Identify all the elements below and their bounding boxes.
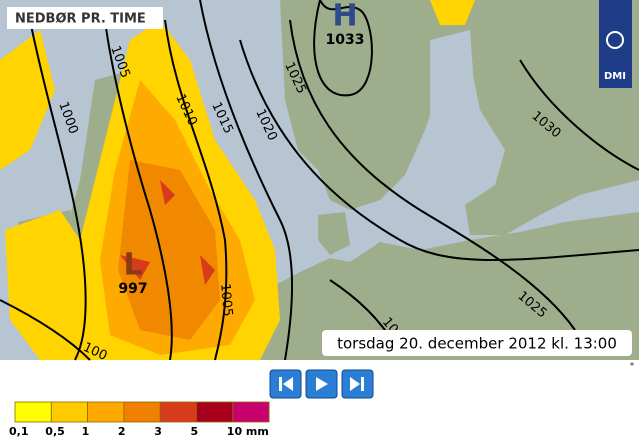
legend-label: 5 — [191, 425, 199, 438]
controls — [269, 369, 374, 399]
legend-swatch — [87, 401, 125, 423]
legend-swatch — [196, 401, 234, 423]
timestamp: torsdag 20. december 2012 kl. 13:00 — [337, 335, 617, 353]
low-pressure: 997 — [118, 281, 147, 297]
low-symbol: L — [123, 248, 142, 283]
last-button[interactable] — [341, 369, 374, 399]
high-pressure: 1033 — [326, 32, 365, 48]
legend-swatch — [14, 401, 52, 423]
title-box — [7, 7, 163, 29]
legend-swatch — [50, 401, 88, 423]
legend-label: 2 — [118, 425, 126, 438]
logo — [599, 0, 632, 88]
precipitation — [0, 0, 475, 360]
legend-label: 0,1 — [9, 425, 29, 438]
logo-text: DMI — [604, 71, 626, 82]
legend: 0,1 0,5 1 2 3 5 10 mm — [9, 401, 270, 438]
legend-label: 3 — [154, 425, 162, 438]
legend-swatch — [159, 401, 197, 423]
footnote: * — [630, 362, 635, 372]
gulf — [430, 30, 475, 150]
legend-label: 0,5 — [45, 425, 65, 438]
play-button[interactable] — [305, 369, 338, 399]
first-button[interactable] — [269, 369, 302, 399]
isobars — [0, 0, 639, 361]
legend-swatch — [123, 401, 161, 423]
legend-swatch — [232, 401, 270, 423]
legend-label: 10 mm — [227, 425, 269, 438]
logo-icon — [606, 31, 624, 49]
high-symbol: H — [332, 0, 357, 34]
timestamp-box — [322, 330, 632, 356]
isobar-label: 1005 — [217, 283, 235, 317]
title: NEDBØR PR. TIME — [15, 12, 146, 27]
legend-label: 1 — [82, 425, 90, 438]
